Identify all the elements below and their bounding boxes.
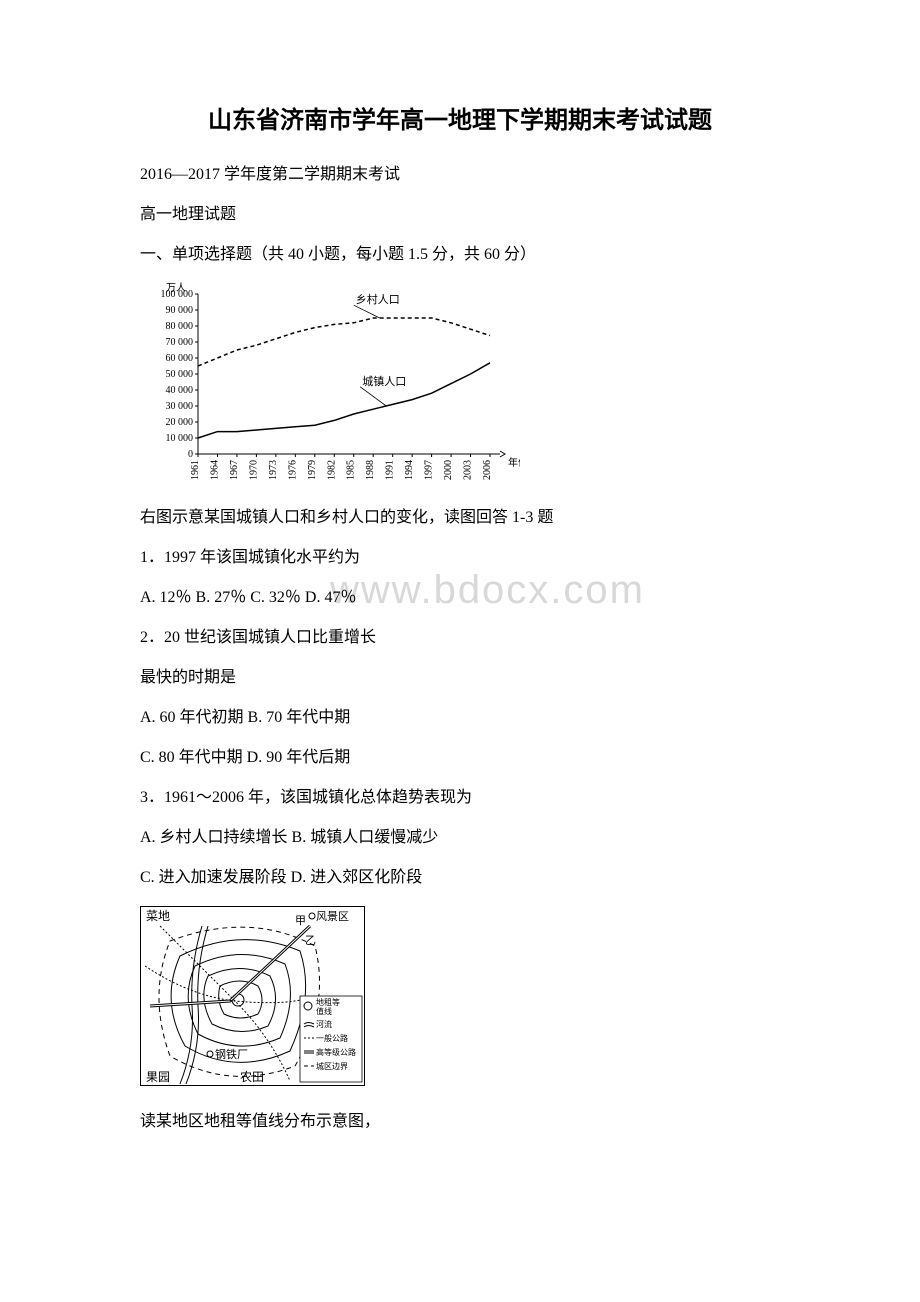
exam-info-2: 高一地理试题 [140, 199, 780, 231]
map-container: 菜地果园 农田 钢铁厂 风景区甲乙地租等值线河流一般公路高等级公路城区边界 [140, 906, 780, 1086]
svg-text:2006: 2006 [482, 460, 493, 480]
svg-text:1964: 1964 [209, 460, 220, 480]
svg-text:80 000: 80 000 [166, 321, 194, 332]
svg-text:地租等: 地租等 [316, 997, 340, 1007]
section-header: 一、单项选择题（共 40 小题，每小题 1.5 分，共 60 分） [140, 239, 780, 271]
svg-text:1991: 1991 [385, 460, 396, 480]
svg-text:城镇人口: 城镇人口 [362, 374, 406, 388]
svg-text:1970: 1970 [248, 460, 259, 480]
q2-opt-ab: A. 60 年代初期 B. 70 年代中期 [140, 702, 780, 734]
svg-text:1961: 1961 [190, 460, 201, 480]
svg-text:10 000: 10 000 [166, 433, 194, 444]
svg-text:乡村人口: 乡村人口 [356, 292, 400, 306]
population-chart: 万人010 00020 00030 00040 00050 00060 0007… [140, 279, 520, 494]
svg-text:河流: 河流 [316, 1019, 332, 1029]
svg-text:一般公路: 一般公路 [316, 1033, 348, 1043]
svg-text:乙: 乙 [305, 934, 316, 947]
q3-opt-cd: C. 进入加速发展阶段 D. 进入郊区化阶段 [140, 862, 780, 894]
svg-text:50 000: 50 000 [166, 369, 194, 380]
svg-text:钢铁厂: 钢铁厂 [215, 1048, 248, 1061]
svg-text:菜地: 菜地 [146, 909, 170, 923]
page-title: 山东省济南市学年高一地理下学期期末考试试题 [140, 100, 780, 135]
svg-text:1988: 1988 [365, 460, 376, 480]
q4-intro: 读某地区地租等值线分布示意图， [140, 1106, 780, 1138]
svg-text:农田: 农田 [240, 1070, 264, 1084]
q2: 2．20 世纪该国城镇人口比重增长 [140, 622, 780, 654]
land-rent-map: 菜地果园 农田 钢铁厂 风景区甲乙地租等值线河流一般公路高等级公路城区边界 [140, 906, 365, 1086]
svg-text:甲: 甲 [295, 915, 306, 927]
svg-text:年份: 年份 [508, 456, 520, 469]
q1: 1．1997 年该国城镇化水平约为 [140, 542, 780, 574]
q3-opt-ab: A. 乡村人口持续增长 B. 城镇人口缓慢减少 [140, 822, 780, 854]
svg-text:1997: 1997 [424, 460, 435, 480]
svg-text:2003: 2003 [463, 460, 474, 480]
svg-text:1973: 1973 [268, 460, 279, 480]
chart1-container: 万人010 00020 00030 00040 00050 00060 0007… [140, 279, 780, 494]
q2-opt-cd: C. 80 年代中期 D. 90 年代后期 [140, 742, 780, 774]
svg-text:1979: 1979 [307, 460, 318, 480]
svg-text:2000: 2000 [443, 460, 454, 480]
svg-text:城区边界: 城区边界 [316, 1061, 348, 1071]
svg-text:0: 0 [188, 449, 193, 460]
svg-text:1967: 1967 [229, 460, 240, 480]
svg-text:60 000: 60 000 [166, 353, 194, 364]
svg-text:果园: 果园 [146, 1070, 170, 1084]
q1-options: A. 12％ B. 27％ C. 32％ D. 47％ [140, 582, 780, 614]
svg-text:值线: 值线 [316, 1006, 332, 1016]
svg-text:高等级公路: 高等级公路 [316, 1047, 356, 1057]
svg-text:40 000: 40 000 [166, 385, 194, 396]
svg-text:30 000: 30 000 [166, 401, 194, 412]
svg-text:70 000: 70 000 [166, 337, 194, 348]
svg-text:1994: 1994 [404, 460, 415, 480]
svg-text:风景区: 风景区 [316, 910, 349, 923]
svg-text:100 000: 100 000 [161, 289, 194, 300]
exam-info-1: 2016—2017 学年度第二学期期末考试 [140, 159, 780, 191]
q3: 3．1961～2006 年，该国城镇化总体趋势表现为 [140, 782, 780, 814]
svg-text:20 000: 20 000 [166, 417, 194, 428]
svg-text:1976: 1976 [287, 460, 298, 480]
svg-text:90 000: 90 000 [166, 305, 194, 316]
q2-sub: 最快的时期是 [140, 662, 780, 694]
q-intro: 右图示意某国城镇人口和乡村人口的变化，读图回答 1-3 题 [140, 502, 780, 534]
svg-text:1982: 1982 [326, 460, 337, 480]
svg-text:1985: 1985 [346, 460, 357, 480]
